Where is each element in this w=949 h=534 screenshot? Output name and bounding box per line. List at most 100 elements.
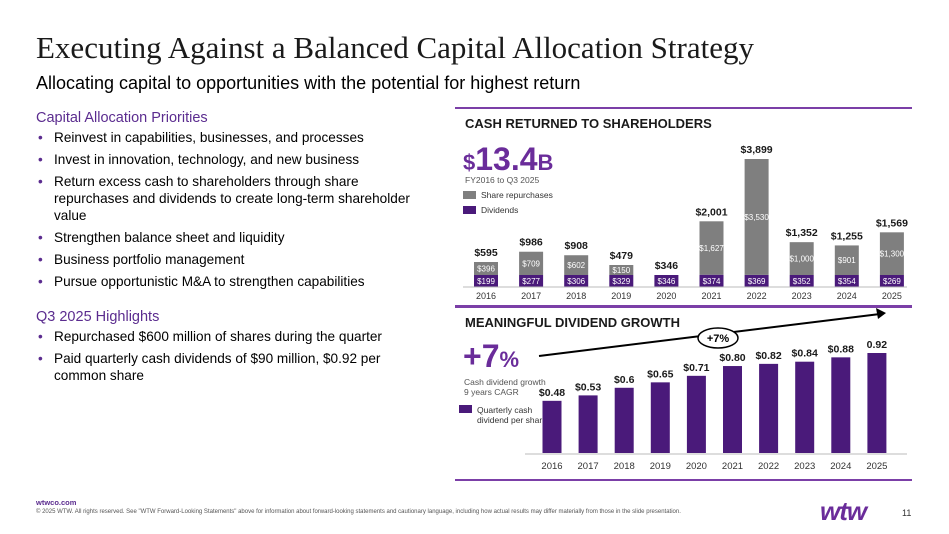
repurchase-bar <box>519 251 544 275</box>
repurchase-bar-label: $1,627 <box>699 244 724 253</box>
cash-period-note: FY2016 to Q3 2025 <box>465 175 540 185</box>
dividend-per-share-bar <box>686 375 706 453</box>
priorities-heading: Capital Allocation Priorities <box>36 110 208 126</box>
cash-total-prefix: $ <box>463 150 476 175</box>
bar-value-label: $0.88 <box>828 343 854 355</box>
cagr-note-line: 9 years CAGR <box>464 387 519 397</box>
repurchase-bar <box>879 232 904 275</box>
growth-arrow-label: +7% <box>707 333 730 345</box>
repurchase-bar-label: $150 <box>612 266 630 275</box>
highlights-heading: Q3 2025 Highlights <box>36 309 160 325</box>
dividend-bar-label: $306 <box>567 277 585 286</box>
repurchase-bar-label: $709 <box>522 259 540 268</box>
list-item: Pursue opportunistic M&A to strengthen c… <box>36 273 421 290</box>
dividend-bar-label: $374 <box>703 277 721 286</box>
cash-returned-panel: CASH RETURNED TO SHAREHOLDERS $13.4B FY2… <box>455 107 912 307</box>
dividend-per-share-bar <box>831 357 851 453</box>
repurchase-bar <box>609 265 634 275</box>
footer-url[interactable]: wtwco.com <box>36 498 77 507</box>
footer-copyright: © 2025 WTW. All rights reserved. See "WT… <box>36 509 681 515</box>
total-label: $1,255 <box>831 230 863 242</box>
list-item: Repurchased $600 million of shares durin… <box>36 328 421 345</box>
total-label: $2,001 <box>695 206 727 218</box>
bar-value-label: $0.48 <box>539 387 565 399</box>
repurchase-bar <box>474 261 498 275</box>
x-tick-label: 2017 <box>521 291 541 301</box>
slide-title: Executing Against a Balanced Capital All… <box>36 30 754 65</box>
repurchase-bar <box>834 245 859 275</box>
left-column: Capital Allocation Priorities Reinvest i… <box>36 110 421 389</box>
cash-total-figure: $13.4B <box>463 141 553 178</box>
total-label: $1,352 <box>786 227 818 239</box>
x-tick-label: 2021 <box>701 291 721 301</box>
dividend-bar <box>474 275 498 287</box>
dividend-bar <box>789 275 814 287</box>
legend-swatch-gray <box>463 191 476 199</box>
growth-arrow-head <box>876 308 886 319</box>
x-tick-label: 2023 <box>792 291 812 301</box>
dividend-bar <box>879 275 904 287</box>
x-tick-label: 2023 <box>794 461 815 472</box>
legend-dividend-per-share: Quarterly cash dividend per share <box>459 405 547 425</box>
legend-repurchases: Share repurchases <box>463 190 553 200</box>
list-item: Strengthen balance sheet and liquidity <box>36 229 421 246</box>
repurchase-bar-label: $602 <box>567 261 585 270</box>
total-label: $986 <box>519 237 543 249</box>
legend-line: dividend per share <box>477 415 547 425</box>
dividend-bar <box>564 275 589 287</box>
dividend-bar <box>609 275 634 287</box>
x-tick-label: 2018 <box>566 291 586 301</box>
dividend-bar <box>744 274 769 287</box>
legend-dividends: Dividends <box>463 205 518 215</box>
bar-value-label: $0.65 <box>647 368 673 380</box>
wtw-logo: wtw <box>820 496 867 526</box>
repurchase-bar <box>744 159 769 275</box>
list-item: Invest in innovation, technology, and ne… <box>36 151 421 168</box>
dividend-bar <box>519 275 544 287</box>
x-tick-label: 2016 <box>476 291 496 301</box>
x-tick-label: 2020 <box>686 461 707 472</box>
bar-value-label: $0.6 <box>614 374 635 386</box>
bar-value-label: $0.82 <box>755 350 781 362</box>
x-tick-label: 2019 <box>611 291 631 301</box>
total-label: $1,569 <box>876 217 908 229</box>
dividend-bar-label: $346 <box>658 277 676 286</box>
x-tick-label: 2020 <box>656 291 676 301</box>
dividend-bar-label: $369 <box>748 277 766 286</box>
dividend-per-share-bar <box>795 361 815 453</box>
repurchase-bar-label: $901 <box>838 256 856 265</box>
list-item: Paid quarterly cash dividends of $90 mil… <box>36 350 421 384</box>
bar-value-label: 0.92 <box>867 339 888 351</box>
list-item: Return excess cash to shareholders throu… <box>36 173 421 224</box>
x-tick-label: 2024 <box>837 291 857 301</box>
page-number: 11 <box>902 508 912 518</box>
total-label: $908 <box>565 240 589 252</box>
x-tick-label: 2022 <box>758 461 779 472</box>
legend-label: Dividends <box>481 205 519 215</box>
dividend-bar-label: $199 <box>477 277 495 286</box>
legend-swatch-purple <box>459 405 472 413</box>
dividend-per-share-bar <box>578 395 598 453</box>
legend-label: Quarterly cash dividend per share <box>477 405 547 425</box>
dividend-per-share-bar <box>723 366 742 453</box>
x-tick-label: 2024 <box>830 461 851 472</box>
priorities-list: Reinvest in capabilities, businesses, an… <box>36 129 421 290</box>
repurchase-bar-label: $1,000 <box>789 255 814 264</box>
dividend-cagr-figure: +7% <box>463 338 519 375</box>
dividend-per-share-bar <box>650 382 670 453</box>
repurchase-bar <box>699 221 724 275</box>
dividend-growth-chart: $0.48 2016 $0.53 2017 $0.6 2018 $0.65 2019 $0.71… <box>525 308 907 472</box>
dividend-per-share-bar <box>759 363 779 453</box>
total-label: $595 <box>474 247 498 259</box>
cagr-note-line: Cash dividend growth <box>464 377 546 387</box>
cash-panel-heading: CASH RETURNED TO SHAREHOLDERS <box>465 116 712 131</box>
legend-swatch-purple <box>463 206 476 214</box>
cash-total-suffix: B <box>537 150 554 175</box>
x-tick-label: 2019 <box>650 461 671 472</box>
x-tick-label: 2016 <box>541 461 562 472</box>
cash-returned-chart: $199 $396 $595 2016 $277 $709 $986 2017 $306 $602… <box>463 144 908 301</box>
dividend-bar-label: $277 <box>522 277 540 286</box>
dividend-bar <box>654 275 679 287</box>
total-label: $346 <box>655 260 679 272</box>
x-tick-label: 2025 <box>866 461 887 472</box>
